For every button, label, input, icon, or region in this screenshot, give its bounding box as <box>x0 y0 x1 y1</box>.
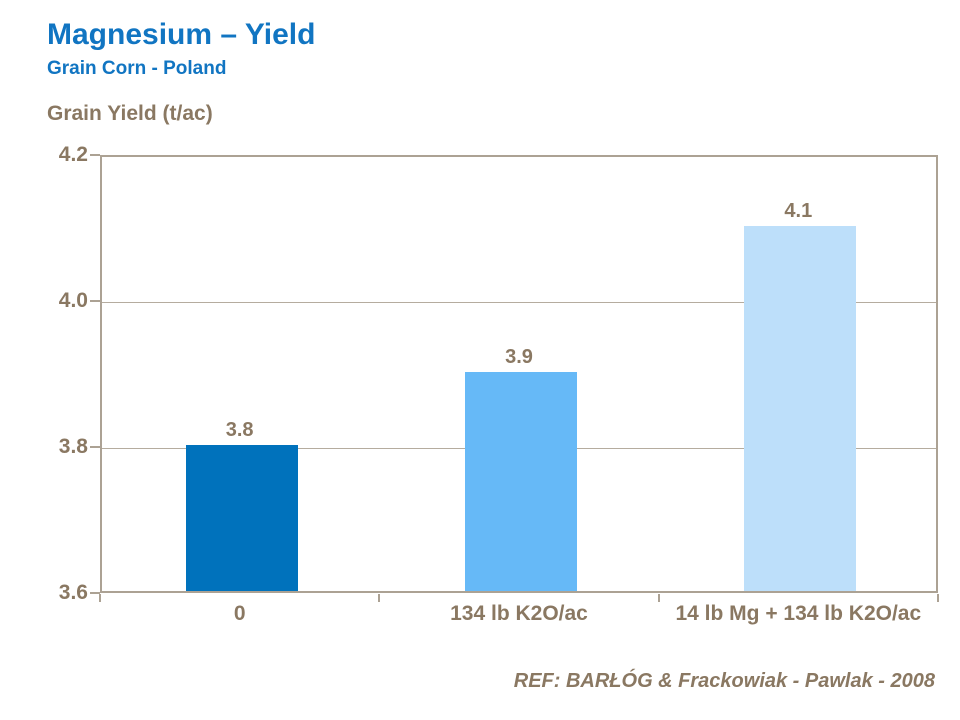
gridline <box>102 302 936 303</box>
reference-text: REF: BARŁÓG & Frackowiak - Pawlak - 2008 <box>513 670 935 692</box>
x-axis-tick-mark <box>937 594 939 602</box>
bar-0 <box>186 445 298 591</box>
y-axis-tick-mark <box>90 154 100 156</box>
bar-value-label: 3.8 <box>225 419 254 441</box>
y-axis-tick-label: 3.6 <box>58 581 88 604</box>
y-axis-tick-label: 3.8 <box>58 435 88 458</box>
y-axis-tick-mark <box>90 592 100 594</box>
plot-area <box>100 155 938 593</box>
y-axis-tick-mark <box>90 300 100 302</box>
chart-title: Magnesium – Yield <box>47 18 316 51</box>
bar-134-lb-k2o-ac <box>465 372 577 591</box>
x-axis-tick-mark <box>378 594 380 602</box>
x-axis-category-label: 0 <box>233 602 246 625</box>
x-axis-category-label: 134 lb K2O/ac <box>450 602 588 625</box>
bar-value-label: 4.1 <box>784 200 813 222</box>
y-axis-tick-label: 4.0 <box>58 289 88 312</box>
x-axis-tick-mark <box>658 594 660 602</box>
y-axis-tick-mark <box>90 446 100 448</box>
x-axis-category-label: 14 lb Mg + 134 lb K2O/ac <box>675 602 922 625</box>
chart-subtitle: Grain Corn - Poland <box>47 58 227 79</box>
x-axis-tick-mark <box>99 594 101 602</box>
y-axis-tick-label: 4.2 <box>58 143 88 166</box>
bar-value-label: 3.9 <box>505 346 533 368</box>
bar-14-lb-mg-134-lb-k2o-ac <box>744 226 856 591</box>
y-axis-title: Grain Yield (t/ac) <box>47 102 213 125</box>
